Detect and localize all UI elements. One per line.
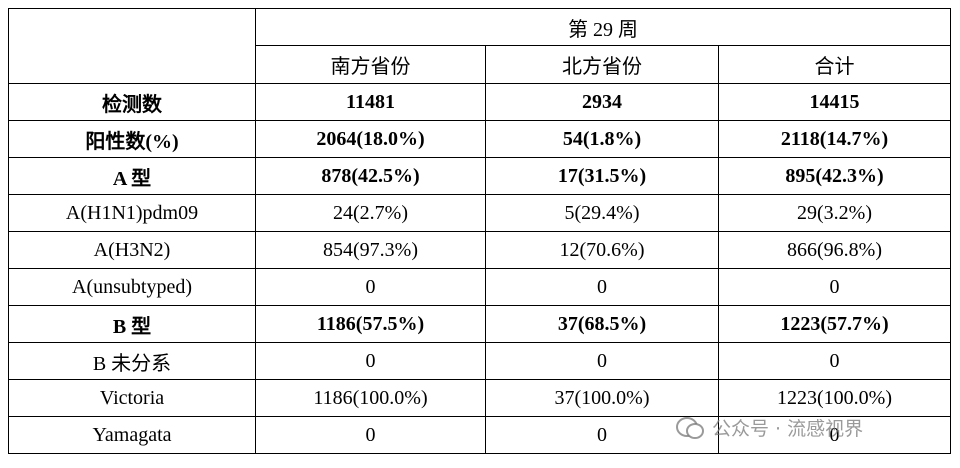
- cell: 54(1.8%): [485, 120, 719, 158]
- data-table: 第 29 周 南方省份 北方省份 合计 检测数 11481 2934 14415 阳性数…: [8, 8, 952, 454]
- cell: 17(31.5%): [485, 157, 719, 195]
- table-row: B 未分系 0 0 0: [8, 342, 952, 380]
- column-header: 南方省份: [255, 45, 486, 84]
- watermark: 公众号 · 流感视界: [676, 414, 863, 441]
- column-header: 合计: [717, 45, 952, 84]
- table-body: 第 29 周 南方省份 北方省份 合计 检测数 11481 2934 14415 阳性数…: [8, 8, 952, 454]
- row-label: 检测数: [8, 83, 256, 121]
- watermark-icon: [676, 416, 704, 439]
- cell: 866(96.8%): [717, 231, 952, 269]
- cell: 2934: [485, 83, 719, 121]
- cell: 37(68.5%): [485, 305, 719, 343]
- cell: 5(29.4%): [485, 194, 719, 232]
- cell: 0: [255, 342, 486, 380]
- cell: 0: [717, 342, 952, 380]
- cell: 1223(57.7%): [717, 305, 952, 343]
- cell: 0: [255, 268, 486, 306]
- header-row: 第 29 周: [8, 8, 952, 84]
- table-row: 检测数 11481 2934 14415: [8, 83, 952, 121]
- column-header: 北方省份: [485, 45, 719, 84]
- row-label: A(H3N2): [8, 231, 256, 269]
- cell: 11481: [255, 83, 486, 121]
- cell: 0: [485, 342, 719, 380]
- table-row: A(unsubtyped) 0 0 0: [8, 268, 952, 306]
- table-row: A(H3N2) 854(97.3%) 12(70.6%) 866(96.8%): [8, 231, 952, 269]
- cell: 37(100.0%): [485, 379, 719, 417]
- cell: 2064(18.0%): [255, 120, 486, 158]
- cell: 878(42.5%): [255, 157, 486, 195]
- row-label: Victoria: [8, 379, 256, 417]
- row-label: A(H1N1)pdm09: [8, 194, 256, 232]
- row-label: 阳性数(%): [8, 120, 256, 158]
- cell: 24(2.7%): [255, 194, 486, 232]
- table-row: 阳性数(%) 2064(18.0%) 54(1.8%) 2118(14.7%): [8, 120, 952, 158]
- group-header: 第 29 周: [254, 8, 952, 46]
- cell: 1223(100.0%): [717, 379, 952, 417]
- row-label: B 未分系: [8, 342, 256, 380]
- table-row: Victoria 1186(100.0%) 37(100.0%) 1223(100.0…: [8, 379, 952, 417]
- row-label: Yamagata: [8, 416, 256, 454]
- corner-cell: [8, 8, 256, 84]
- cell: 0: [255, 416, 486, 454]
- table-row: A 型 878(42.5%) 17(31.5%) 895(42.3%): [8, 157, 952, 195]
- table-row: B 型 1186(57.5%) 37(68.5%) 1223(57.7%): [8, 305, 952, 343]
- cell: 2118(14.7%): [717, 120, 952, 158]
- table-row: Yamagata 0 0 0: [8, 416, 952, 454]
- watermark-text: 公众号 · 流感视界: [712, 418, 864, 440]
- table-row: A(H1N1)pdm09 24(2.7%) 5(29.4%) 29(3.2%): [8, 194, 952, 232]
- header-row: 南方省份 北方省份 合计: [9, 45, 952, 84]
- cell: 895(42.3%): [717, 157, 952, 195]
- cell: 1186(100.0%): [255, 379, 486, 417]
- cell: 0: [717, 268, 952, 306]
- cell: 0: [717, 416, 952, 454]
- cell: 854(97.3%): [255, 231, 486, 269]
- cell: 0: [485, 268, 719, 306]
- cell: 0: [485, 416, 719, 454]
- row-label: B 型: [8, 305, 256, 343]
- row-label: A 型: [8, 157, 256, 195]
- cell: 1186(57.5%): [255, 305, 486, 343]
- cell: 29(3.2%): [717, 194, 952, 232]
- row-label: A(unsubtyped): [8, 268, 256, 306]
- cell: 12(70.6%): [485, 231, 719, 269]
- cell: 14415: [717, 83, 952, 121]
